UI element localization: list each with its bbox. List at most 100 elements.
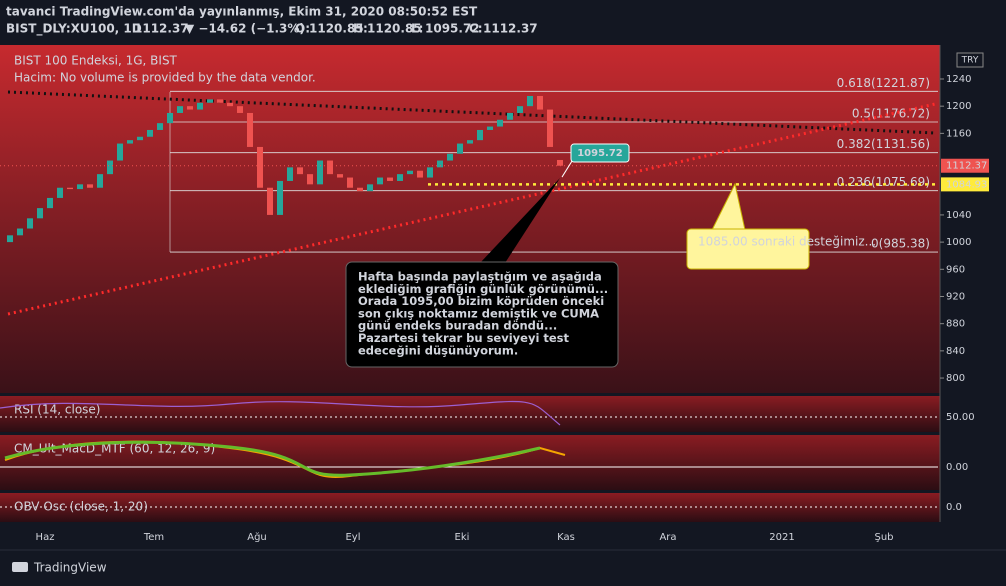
candle xyxy=(337,174,343,178)
candle xyxy=(357,187,363,192)
candle xyxy=(387,177,393,181)
candle xyxy=(277,180,283,215)
annotation-pointer xyxy=(480,178,560,263)
header-text: 1120.85 xyxy=(367,22,422,36)
y-tick-label: 840 xyxy=(946,346,965,357)
header-text: 1120.85 xyxy=(309,22,364,36)
x-tick-label: Ara xyxy=(659,532,676,543)
fib-label: 0(985.38) xyxy=(871,237,930,251)
candle xyxy=(167,112,173,124)
chart-title: BIST 100 Endeksi, 1G, BIST xyxy=(14,54,178,68)
candle xyxy=(407,170,413,175)
annotation-line: edeceğini düşünüyorum. xyxy=(358,343,518,357)
x-tick-label: Eyl xyxy=(345,532,360,543)
candle xyxy=(227,102,233,107)
header-text: H: xyxy=(353,22,368,36)
candle xyxy=(267,187,273,215)
annotation-line: eklediğim grafiğin günlük görünümü... xyxy=(358,282,608,296)
note-text: 1085.00 sonraki desteğimiz... xyxy=(698,235,876,249)
candle xyxy=(537,95,543,110)
x-tick-label: 2021 xyxy=(769,532,794,543)
candle xyxy=(287,167,293,181)
candle xyxy=(547,109,553,147)
candle xyxy=(7,235,13,243)
candle xyxy=(17,228,23,236)
candle xyxy=(347,177,353,188)
x-tick-label: Haz xyxy=(36,532,55,543)
candle xyxy=(87,184,93,188)
candle xyxy=(367,184,373,192)
candle xyxy=(417,170,423,178)
candle xyxy=(157,123,163,130)
price-tag xyxy=(941,158,989,173)
y-tick-label: 800 xyxy=(946,373,965,384)
candle xyxy=(497,119,503,127)
currency: TRY xyxy=(961,56,979,66)
header-line: tavanci TradingView.com'da yayınlanmış, … xyxy=(6,5,478,19)
candle xyxy=(457,143,463,154)
callout-text: 1095.72 xyxy=(577,148,623,159)
candle xyxy=(507,112,513,120)
candle xyxy=(477,129,483,141)
annotation-line: Pazartesi tekrar bu seviyeyi test xyxy=(358,331,570,345)
candle xyxy=(217,99,223,103)
candle xyxy=(107,160,113,175)
indicator-title: RSI (14, close) xyxy=(14,403,100,417)
candle xyxy=(517,106,523,113)
annotation-line: günü endeks buradan döndü... xyxy=(358,319,557,333)
header-text: 1095.72 xyxy=(425,22,480,36)
candle xyxy=(247,112,253,147)
candle xyxy=(127,140,133,144)
price-tag-text: 1084.93 xyxy=(946,179,987,190)
candle xyxy=(177,106,183,113)
header-text: C: xyxy=(469,22,483,36)
y-tick-label: 960 xyxy=(946,264,965,275)
candle xyxy=(257,146,263,188)
annotation-box xyxy=(345,261,619,368)
candle xyxy=(447,153,453,161)
candle xyxy=(437,160,443,168)
candle xyxy=(37,208,43,219)
y-tick-label: 1160 xyxy=(946,128,971,139)
rsi-line xyxy=(0,400,561,426)
candle xyxy=(527,95,533,107)
candle xyxy=(197,102,203,110)
candle xyxy=(27,218,33,229)
header-text: BIST_DLY:XU100, 1D xyxy=(6,22,142,37)
header-text: ▼ −14.62 (−1.3%) xyxy=(185,22,305,36)
candle xyxy=(147,129,153,137)
note-box xyxy=(686,228,810,270)
candle xyxy=(207,99,213,103)
trend-line xyxy=(7,102,936,316)
header-text: 1112.37 xyxy=(483,22,538,36)
candle xyxy=(187,106,193,110)
level-label: 50.00 xyxy=(946,412,975,423)
candle xyxy=(317,160,323,185)
fib-label: 0.382(1131.56) xyxy=(837,137,930,151)
annotation-line: Orada 1095,00 bizim köprüden önceki xyxy=(358,294,604,308)
header-text: L: xyxy=(411,22,423,36)
macd-signal xyxy=(4,440,541,477)
callout-pointer xyxy=(561,160,573,178)
fib-label: 0.618(1221.87) xyxy=(837,76,930,90)
x-tick-label: Kas xyxy=(557,532,575,543)
x-tick-label: Ağu xyxy=(247,531,267,543)
candle xyxy=(377,177,383,185)
y-tick-label: 920 xyxy=(946,291,965,302)
candle xyxy=(67,187,73,190)
candle xyxy=(397,174,403,181)
candle xyxy=(307,174,313,185)
price-tag-text: 1112.37 xyxy=(946,161,987,172)
level-label: 0.00 xyxy=(946,462,968,473)
level-label: 0.0 xyxy=(946,502,962,513)
candle xyxy=(117,143,123,161)
y-tick-label: 1000 xyxy=(946,237,971,248)
candle xyxy=(327,160,333,175)
indicator-title: OBV Osc (close, 1, 20) xyxy=(14,500,148,514)
callout-box xyxy=(570,143,630,163)
fib-label: 0.236(1075.69) xyxy=(837,175,930,189)
candle xyxy=(297,167,303,175)
x-tick-label: Tem xyxy=(143,532,164,543)
candle xyxy=(47,197,53,209)
